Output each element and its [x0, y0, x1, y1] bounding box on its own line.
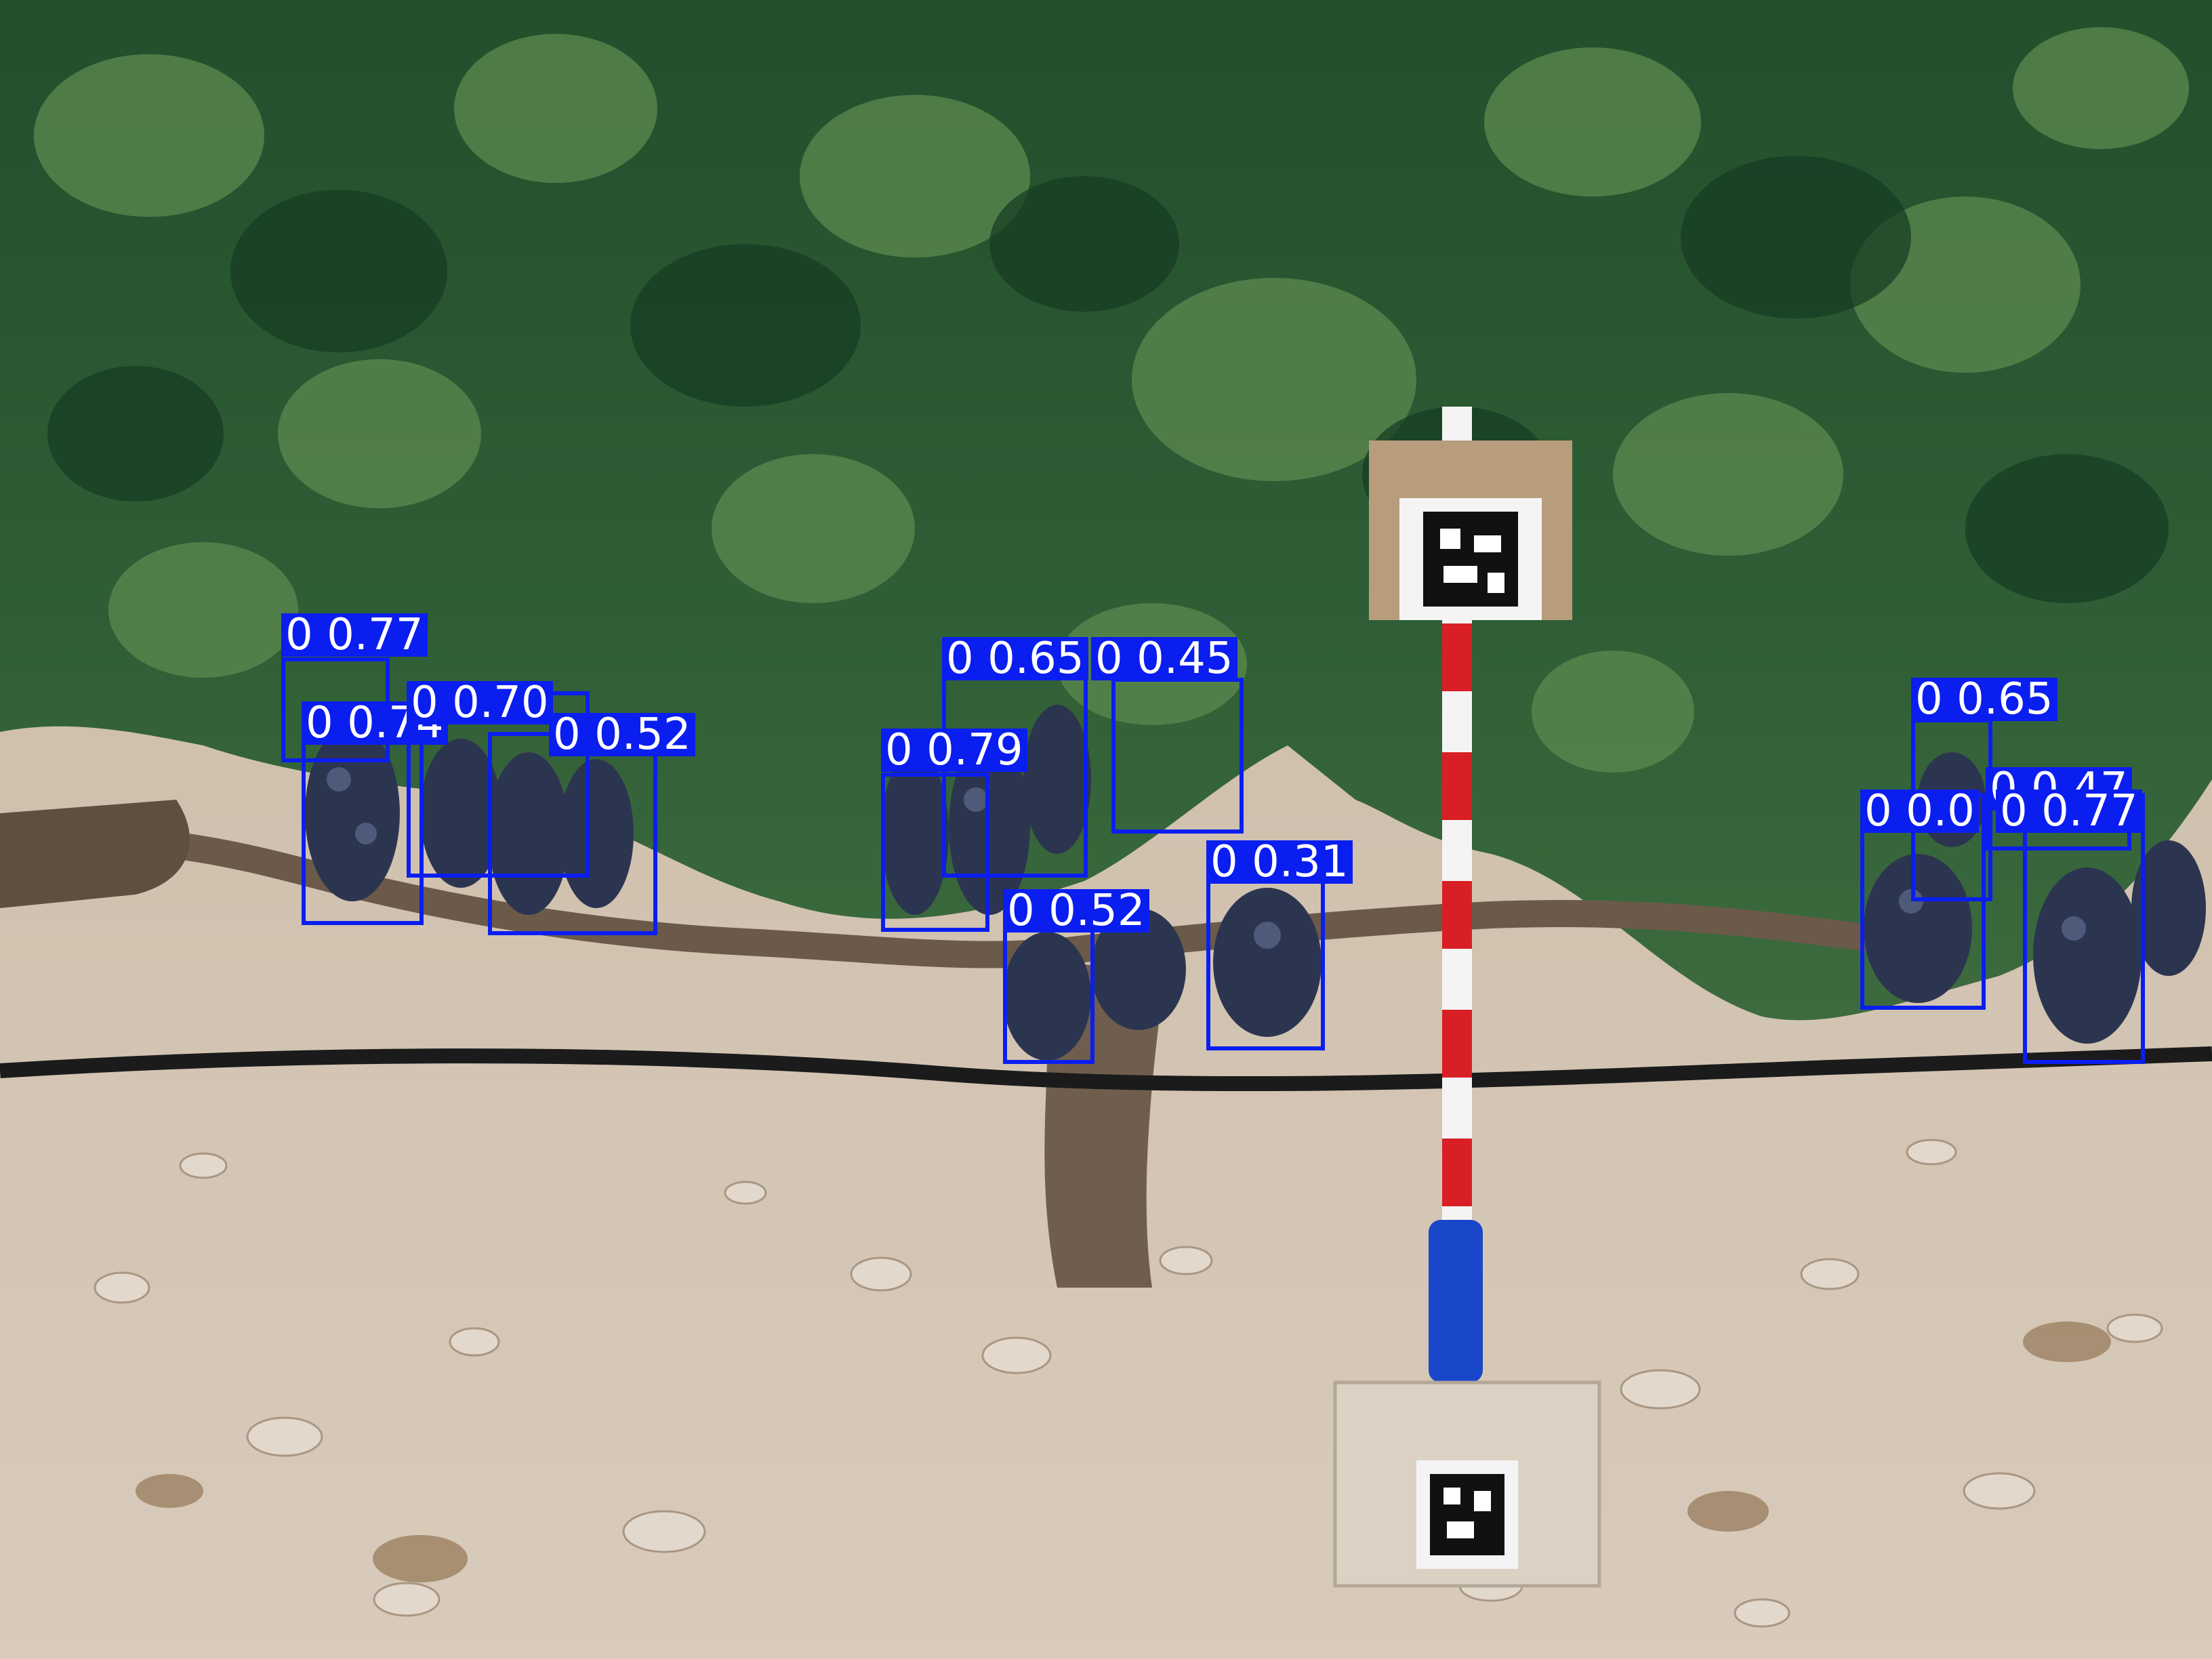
- vine-canopy: [0, 0, 2212, 1021]
- detection-label: 0 0.45: [1091, 637, 1237, 680]
- detection-label: 0 0.52: [1003, 889, 1149, 933]
- detection-box: [1206, 867, 1325, 1050]
- detection-label: 0 0.77: [281, 613, 428, 657]
- dry-leaves: [136, 1322, 2111, 1582]
- pebbles: [94, 1139, 2163, 1628]
- detection-box: [488, 732, 657, 935]
- vine-cordon: [0, 826, 1911, 968]
- detection-label: 0 0.65: [1911, 678, 2057, 721]
- grape-highlights: [327, 767, 2086, 949]
- detection-label: 0 0.70: [407, 681, 553, 724]
- detection-label: 0 0.77: [1996, 790, 2142, 833]
- irrigation-hose: [0, 1046, 2212, 1092]
- detection-label: 0 0.31: [1206, 840, 1353, 884]
- detection-box: [1003, 915, 1094, 1064]
- detection-label: 0 0.0: [1860, 790, 1979, 833]
- vine-trunk-left: [0, 800, 190, 908]
- detection-label: 0 0.52: [549, 713, 695, 756]
- ground-marker-sheet: [1333, 1380, 1601, 1588]
- detection-box: [1111, 678, 1244, 834]
- detection-label: 0 0.65: [942, 637, 1088, 680]
- cardboard-marker-board: [1369, 441, 1572, 620]
- detection-box: [881, 773, 989, 932]
- detection-label: 0 0.79: [881, 729, 1027, 772]
